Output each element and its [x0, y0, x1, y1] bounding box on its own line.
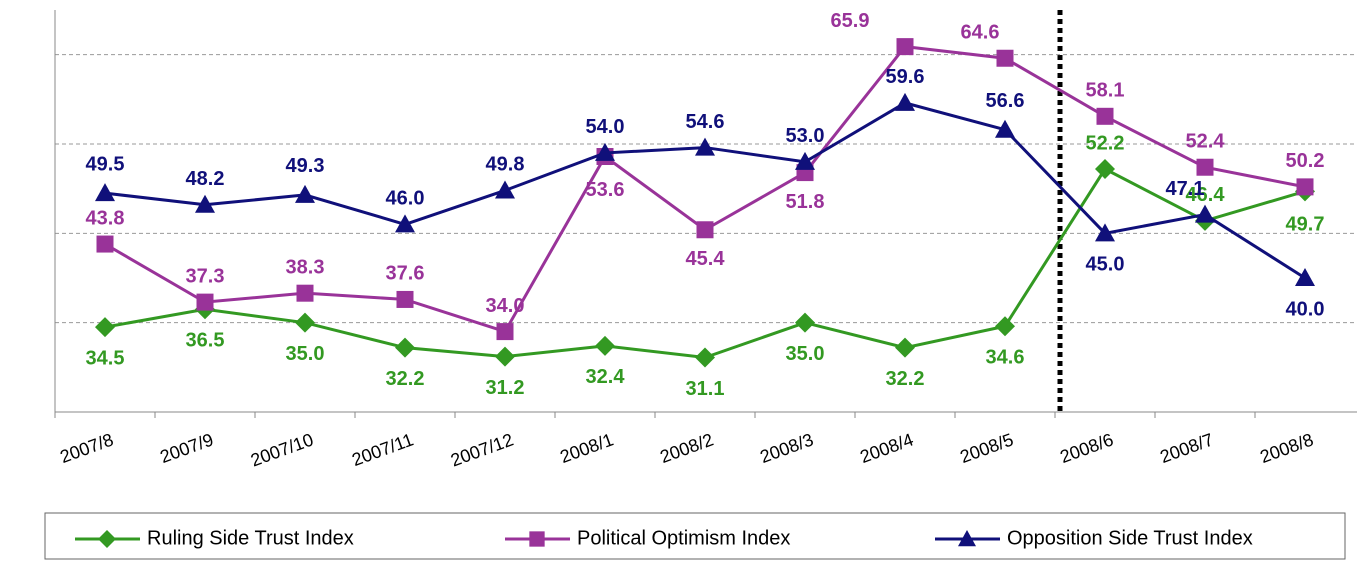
marker: [695, 347, 715, 368]
marker: [795, 151, 815, 170]
data-label: 37.6: [386, 263, 425, 285]
legend-label: Political Optimism Index: [577, 527, 790, 549]
data-label: 47.1: [1166, 178, 1205, 200]
marker: [195, 194, 215, 213]
data-label: 45.4: [686, 248, 726, 270]
data-label: 49.5: [86, 153, 125, 175]
marker: [95, 317, 115, 338]
marker: [995, 316, 1015, 337]
data-label: 52.4: [1186, 131, 1226, 153]
data-label: 32.4: [586, 366, 626, 388]
data-label: 35.0: [286, 343, 325, 365]
marker: [1095, 159, 1115, 180]
data-label: 46.4: [1186, 184, 1226, 206]
data-label: 64.6: [961, 22, 1000, 44]
marker: [696, 221, 714, 239]
data-label: 49.7: [1286, 214, 1325, 236]
marker: [895, 92, 915, 111]
data-label: 31.1: [686, 378, 725, 400]
marker: [529, 531, 545, 547]
marker: [96, 235, 114, 253]
data-label: 34.5: [86, 347, 125, 369]
marker: [395, 337, 415, 358]
data-label: 53.0: [786, 125, 825, 147]
marker: [1296, 178, 1314, 196]
marker: [296, 284, 314, 302]
marker: [958, 530, 976, 547]
data-label: 49.3: [286, 155, 325, 177]
data-label: 36.5: [186, 330, 225, 352]
marker: [1295, 268, 1315, 286]
data-label: 37.3: [186, 265, 225, 287]
marker: [795, 312, 815, 333]
marker: [196, 293, 214, 311]
data-label: 52.2: [1086, 132, 1125, 154]
data-label: 53.6: [586, 179, 625, 201]
legend-label: Opposition Side Trust Index: [1007, 527, 1253, 549]
marker: [895, 337, 915, 358]
marker: [1195, 204, 1215, 223]
data-label: 59.6: [886, 66, 925, 88]
data-label: 54.6: [686, 111, 725, 133]
data-label: 43.8: [86, 207, 125, 229]
data-label: 54.0: [586, 116, 625, 138]
data-label: 40.0: [1286, 298, 1325, 320]
data-label: 34.0: [486, 295, 525, 317]
marker: [496, 323, 514, 341]
marker: [295, 184, 315, 203]
data-label: 45.0: [1086, 254, 1125, 276]
data-label: 35.0: [786, 343, 825, 365]
data-label: 31.2: [486, 377, 525, 399]
marker: [495, 180, 515, 199]
marker: [495, 346, 515, 367]
marker: [896, 38, 914, 56]
data-label: 58.1: [1086, 80, 1125, 102]
marker: [396, 290, 414, 308]
legend-box: [44, 512, 1346, 560]
marker: [98, 530, 116, 548]
marker: [295, 312, 315, 333]
marker: [395, 214, 415, 233]
data-label: 56.6: [986, 90, 1025, 112]
marker: [996, 49, 1014, 67]
data-label: 50.2: [1286, 150, 1325, 172]
marker: [595, 335, 615, 356]
data-label: 65.9: [831, 10, 870, 32]
data-label: 51.8: [786, 191, 825, 213]
data-label: 46.0: [386, 188, 425, 210]
marker: [1095, 223, 1115, 242]
marker: [695, 137, 715, 156]
data-label: 38.3: [286, 256, 325, 278]
legend-label: Ruling Side Trust Index: [147, 527, 354, 549]
marker: [995, 119, 1015, 138]
data-label: 49.8: [486, 154, 525, 176]
data-label: 32.2: [886, 368, 925, 390]
marker: [95, 183, 115, 202]
marker: [595, 142, 615, 161]
data-label: 32.2: [386, 368, 425, 390]
data-label: 34.6: [986, 347, 1025, 369]
data-label: 48.2: [186, 168, 225, 190]
marker: [1096, 107, 1114, 125]
marker: [1196, 158, 1214, 176]
